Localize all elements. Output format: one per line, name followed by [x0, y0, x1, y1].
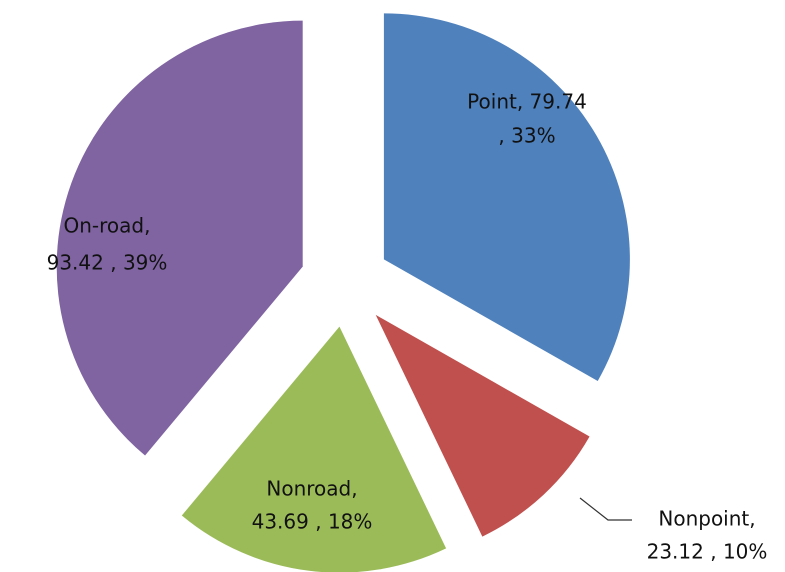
pie-slice: [181, 326, 447, 572]
leader-line: [579, 497, 632, 521]
pie-slice: [383, 13, 630, 381]
pie-slice: [375, 314, 590, 537]
slice-label: 23.12 , 10%: [647, 540, 768, 564]
slice-label: Nonpoint,: [658, 507, 755, 531]
slice-label: Nonroad,: [266, 477, 357, 501]
slice-label: Point, 79.74: [467, 90, 587, 114]
slice-label: 43.69 , 18%: [252, 510, 373, 534]
pie-slice: [56, 20, 303, 456]
slice-label: On-road,: [64, 214, 151, 238]
slice-label: 93.42 , 39%: [47, 251, 168, 275]
slice-label: , 33%: [498, 124, 555, 148]
